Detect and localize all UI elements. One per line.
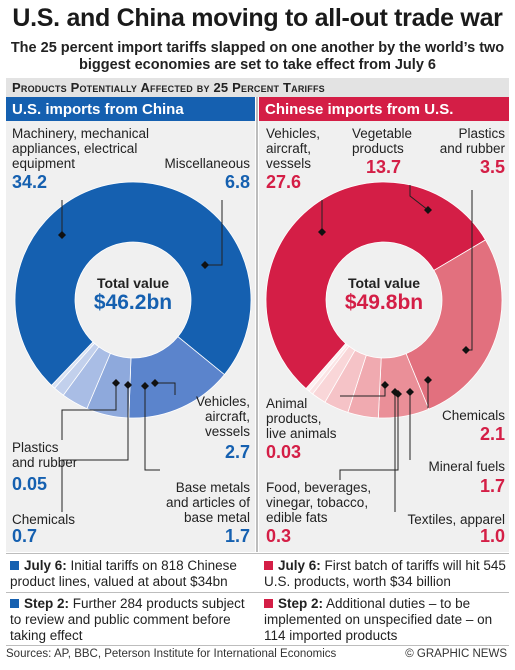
- label-line: Base metals: [175, 480, 250, 495]
- us-machinery-value: 34.2: [12, 172, 48, 192]
- label-line: Vegetable: [352, 126, 413, 141]
- cn-note-july6: July 6: First batch of tariffs will hit …: [264, 558, 509, 590]
- us-note-july6: July 6: Initial tariffs on 818 Chinese p…: [10, 558, 250, 590]
- china-total-caption: Total value: [347, 275, 421, 291]
- cn-mineral-value: 1.7: [479, 476, 505, 496]
- label-line: Vehicles,: [266, 126, 321, 141]
- note-head: July 6:: [24, 558, 67, 573]
- page-subtitle: The 25 percent import tariffs slapped on…: [10, 40, 505, 73]
- label-line: and rubber: [439, 141, 505, 156]
- section-heading: Products Potentially Affected by 25 Perc…: [6, 78, 509, 97]
- us-misc-label: Miscellaneous: [140, 156, 250, 171]
- us-chemicals-label: Chemicals: [12, 512, 75, 527]
- cn-animal-label: Animal products, live animals: [266, 396, 337, 441]
- note-text: Initial tariffs on 818 Chinese product l…: [10, 558, 237, 589]
- cn-animal-value: 0.03: [266, 442, 302, 462]
- note-text: First batch of tariffs will hit 545 U.S.…: [264, 558, 506, 589]
- label-line: Food, beverages,: [266, 480, 372, 495]
- us-total-caption: Total value: [96, 275, 170, 291]
- label-line: Plastics: [458, 126, 505, 141]
- brand-credit: © GRAPHIC NEWS: [405, 648, 507, 660]
- note-head: July 6:: [278, 558, 321, 573]
- label-line: Vehicles,: [195, 394, 250, 409]
- label-line: and articles of: [165, 495, 250, 510]
- label-line: edible fats: [266, 510, 328, 525]
- cn-vegetable-label: Vegetable products: [352, 126, 412, 156]
- label-line: products: [352, 141, 404, 156]
- us-total-value: $46.2bn: [93, 291, 173, 314]
- label-line: appliances, electrical: [12, 141, 138, 156]
- label-line: base metal: [183, 510, 250, 525]
- cn-plastics-label: Plastics and rubber: [430, 126, 505, 156]
- label-line: aircraft,: [266, 141, 312, 156]
- us-base-metals-label: Base metals and articles of base metal: [140, 480, 250, 525]
- label-line: vinegar, tobacco,: [266, 495, 369, 510]
- note-head: Step 2:: [24, 596, 70, 611]
- label-line: live animals: [266, 426, 337, 441]
- label-line: Miscellaneous: [164, 156, 250, 171]
- us-machinery-label: Machinery, mechanical appliances, electr…: [12, 126, 149, 171]
- china-total-value: $49.8bn: [344, 291, 424, 314]
- note-text: Further 284 products subject to review a…: [10, 596, 245, 643]
- section-heading-text: Products Potentially Affected by 25 Perc…: [12, 80, 325, 95]
- label-line: Mineral fuels: [428, 459, 505, 474]
- china-imports-title: Chinese imports from U.S.: [265, 101, 454, 118]
- cn-vegetable-value: 13.7: [366, 157, 402, 177]
- label-line: Textiles, apparel: [407, 512, 505, 527]
- panel-divider: [256, 97, 258, 552]
- blue-square-icon: [10, 561, 19, 570]
- us-vehicles-value: 2.7: [224, 442, 250, 462]
- page-title: U.S. and China moving to all-out trade w…: [12, 4, 503, 32]
- red-square-icon: [264, 561, 273, 570]
- cn-food-label: Food, beverages, vinegar, tobacco, edibl…: [266, 480, 371, 525]
- label-line: Plastics: [12, 440, 59, 455]
- label-line: vessels: [266, 156, 312, 171]
- note-head: Step 2:: [278, 596, 324, 611]
- label-line: products,: [266, 411, 322, 426]
- footer-divider: [6, 645, 509, 646]
- us-vehicles-label: Vehicles, aircraft, vessels: [160, 394, 250, 439]
- label-line: Chemicals: [12, 512, 76, 527]
- cn-mineral-label: Mineral fuels: [400, 459, 505, 474]
- label-line: and rubber: [12, 455, 78, 470]
- cn-textiles-label: Textiles, apparel: [380, 512, 505, 527]
- blue-square-icon: [10, 599, 19, 608]
- label-line: equipment: [12, 156, 76, 171]
- us-base-metals-value: 1.7: [224, 526, 250, 546]
- note-text: Additional duties – to be implemented on…: [264, 596, 493, 643]
- us-plastics-label: Plastics and rubber: [12, 440, 77, 470]
- cn-vehicles-value: 27.6: [266, 172, 302, 192]
- us-plastics-value: 0.05: [12, 474, 48, 494]
- cn-chemicals-value: 2.1: [479, 424, 505, 444]
- sources: Sources: AP, BBC, Peterson Institute for…: [6, 648, 337, 660]
- label-line: aircraft,: [204, 409, 250, 424]
- us-imports-header: U.S. imports from China: [6, 97, 255, 121]
- notes-divider: [6, 592, 509, 593]
- us-imports-title: U.S. imports from China: [12, 101, 184, 118]
- notes-divider: [6, 553, 509, 554]
- cn-plastics-value: 3.5: [479, 157, 505, 177]
- label-line: vessels: [204, 424, 250, 439]
- label-line: Machinery, mechanical: [12, 126, 150, 141]
- china-center-label: Total value $49.8bn: [329, 275, 439, 315]
- label-line: Animal: [266, 396, 308, 411]
- cn-vehicles-label: Vehicles, aircraft, vessels: [266, 126, 320, 171]
- china-imports-header: Chinese imports from U.S.: [259, 97, 509, 121]
- red-square-icon: [264, 599, 273, 608]
- us-note-step2: Step 2: Further 284 products subject to …: [10, 596, 250, 644]
- us-chemicals-value: 0.7: [12, 526, 38, 546]
- cn-chemicals-label: Chemicals: [420, 408, 505, 423]
- us-misc-value: 6.8: [224, 172, 250, 192]
- label-line: Chemicals: [441, 408, 505, 423]
- cn-food-value: 0.3: [266, 526, 292, 546]
- cn-note-step2: Step 2: Additional duties – to be implem…: [264, 596, 509, 644]
- cn-textiles-value: 1.0: [479, 526, 505, 546]
- us-center-label: Total value $46.2bn: [78, 275, 188, 315]
